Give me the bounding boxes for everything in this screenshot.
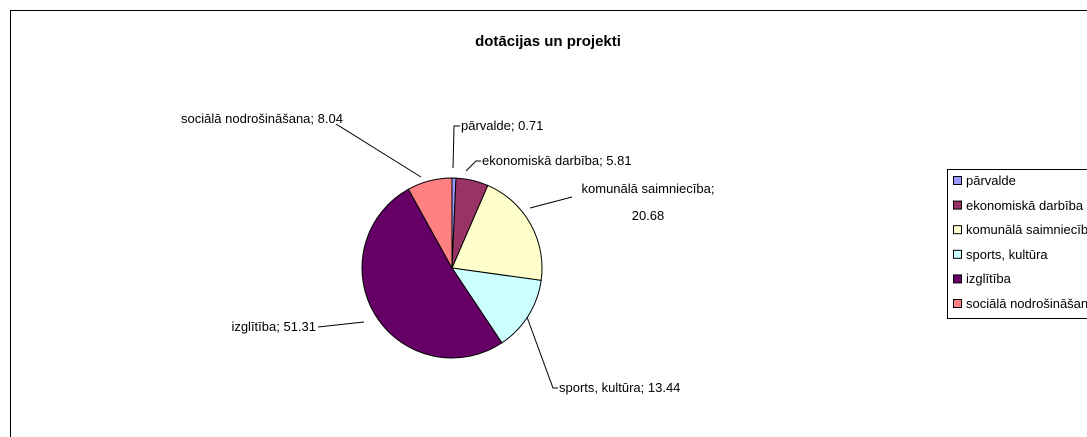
data-label: ekonomiskā darbība; 5.81 — [482, 153, 632, 168]
pie-slice — [450, 267, 542, 344]
leader-line — [452, 125, 460, 169]
chart-title: dotācijas un projekti — [475, 33, 621, 50]
leader-line — [465, 160, 481, 172]
data-label: sports, kultūra; 13.44 — [559, 380, 681, 395]
legend-label: sports, kultūra — [966, 246, 1048, 262]
legend-box — [947, 169, 1087, 319]
legend-label: sociālā nodrošināšana — [966, 296, 1087, 311]
legend-swatch — [953, 176, 962, 185]
leader-line — [317, 321, 365, 328]
legend-swatch — [953, 200, 962, 210]
legend-swatch — [953, 249, 962, 259]
pie-slice — [451, 184, 543, 281]
leader-line — [529, 196, 573, 209]
data-label: pārvalde; 0.71 — [461, 118, 544, 133]
legend-label: izglītība — [966, 271, 1011, 287]
legend-swatch — [953, 274, 962, 284]
data-label: komunālā saimniecība; 20.68 — [581, 181, 715, 223]
legend-swatch — [953, 299, 962, 308]
pie — [361, 177, 543, 359]
pie-slice — [407, 177, 453, 269]
data-label: sociālā nodrošināšana; 8.04 — [181, 111, 343, 126]
data-label: izglītība; 51.31 — [231, 319, 316, 334]
legend-label: komunālā saimniecība — [966, 222, 1087, 238]
pie-slice — [361, 188, 503, 359]
leader-line — [335, 123, 422, 178]
legend-label: ekonomiskā darbība — [966, 197, 1084, 213]
leader-line — [519, 297, 558, 389]
leader-lines — [317, 123, 573, 389]
legend-label: pārvalde — [966, 173, 1016, 188]
legend-swatch — [953, 225, 962, 235]
